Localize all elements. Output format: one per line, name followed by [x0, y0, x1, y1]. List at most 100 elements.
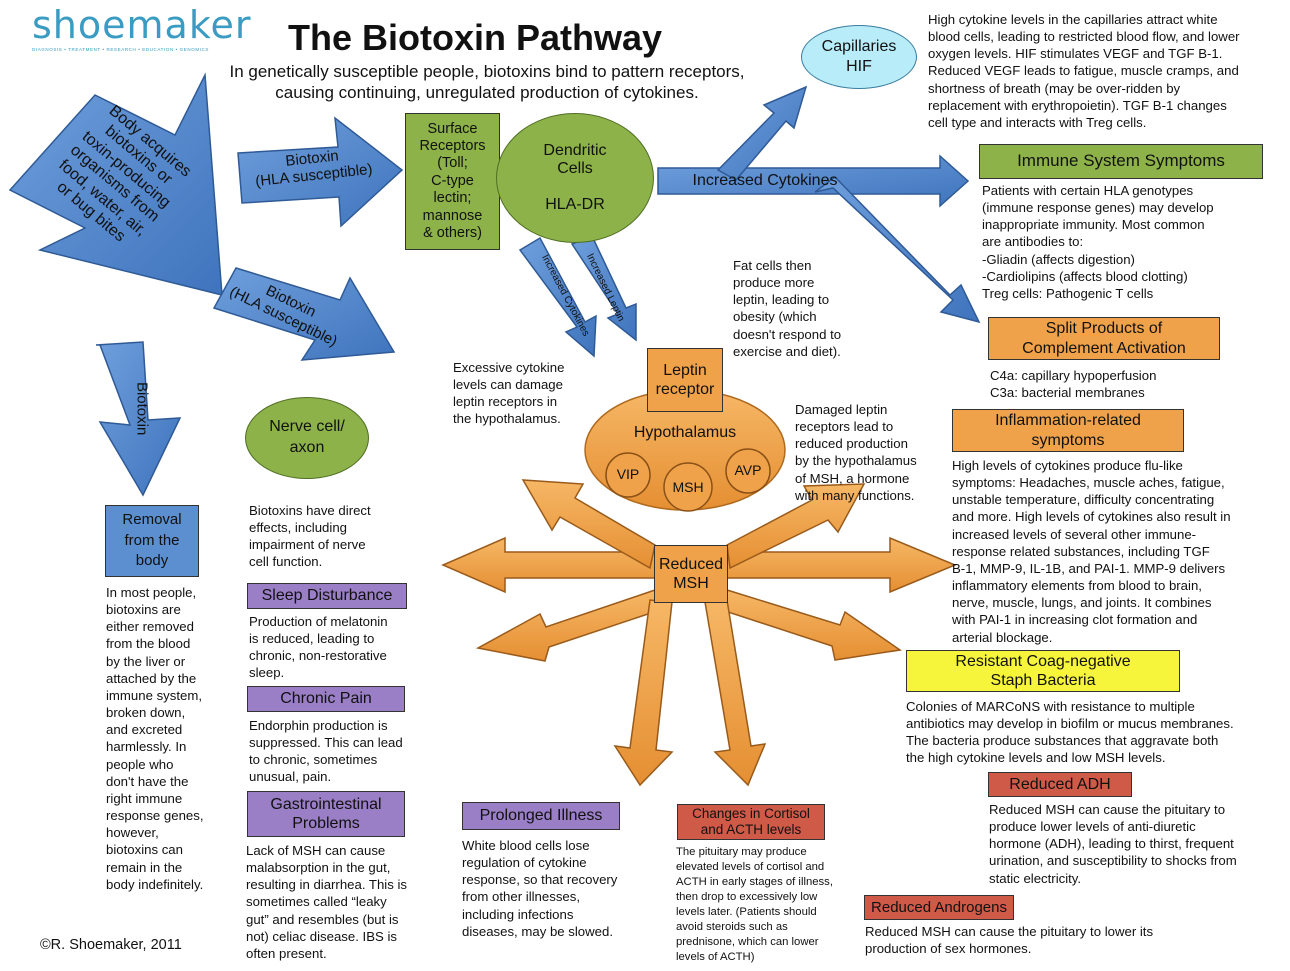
capillaries-arrow: [716, 85, 808, 181]
msh-arrow-lr: [721, 589, 902, 661]
text-line: The pituitary may produce: [676, 846, 807, 858]
subtitle-line-1: In genetically susceptible people, bioto…: [229, 62, 745, 81]
text-line: diseases, may be slowed.: [462, 923, 613, 939]
small-arrow-leptin: [570, 235, 637, 342]
text-line: exercise and diet).: [733, 343, 841, 359]
text-line: symptoms: Headaches, muscle aches, fatig…: [952, 475, 1225, 491]
msh-arrow-dr: [704, 599, 767, 787]
biotoxin-arrow-2: [212, 267, 396, 361]
removal-line: body: [135, 552, 169, 570]
acquire-arrow: [8, 72, 223, 296]
text-line: antibiotics may develop in biofilm or mu…: [906, 716, 1234, 732]
text-line: hormone (ADH), leading to thirst, freque…: [989, 836, 1234, 852]
text-line: prednisone, which can lower: [676, 936, 819, 949]
text-line: In most people,: [106, 585, 197, 600]
androgens-text: Reduced MSH can cause the pituitary to l…: [865, 923, 1153, 957]
reduced-label: Reduced: [658, 555, 724, 573]
pain-text: Endorphin production is suppressed. This…: [249, 717, 403, 786]
text-line: Reduced MSH can cause the pituitary to l…: [865, 924, 1154, 939]
text-line: gut” and resembles (but is: [246, 911, 399, 927]
text-line: the high cytokine levels and low MSH lev…: [906, 750, 1166, 766]
increased-cytokines-label: Increased Cytokines: [692, 172, 838, 189]
complement-text: C4a: capillary hypoperfusion C3a: bacter…: [990, 367, 1156, 401]
text-line: produce more: [733, 275, 815, 291]
cortisol-text: The pituitary may produce elevated level…: [676, 845, 833, 965]
complement-title-1: Split Products of: [1045, 320, 1163, 338]
complement-title-2: Complement Activation: [1022, 339, 1186, 357]
text-line: response, so that recovery: [462, 872, 618, 888]
receptor-line: C-type: [431, 172, 474, 189]
text-line: ACTH in early stages of illness,: [676, 876, 833, 889]
text-line: elevated levels of cortisol and: [676, 861, 825, 874]
text-line: either removed: [106, 619, 194, 635]
cortisol-title-1: Changes in Cortisol: [692, 805, 810, 821]
dendritic-label-2: Cells: [557, 160, 593, 177]
text-line: levels can damage: [453, 377, 563, 393]
receptor-line: & others): [423, 224, 482, 241]
text-line: biotoxins can: [106, 842, 183, 858]
biotoxin-arrow-down: [95, 341, 182, 497]
subtitle: In genetically susceptible people, bioto…: [222, 62, 752, 103]
marcons-title-1: Resistant Coag-negative: [955, 652, 1131, 670]
inflammation-title: Inflammation-related symptoms: [952, 409, 1184, 452]
text-line: immune system,: [106, 687, 202, 703]
text-line: levels later. (Patients should: [676, 906, 817, 919]
text-line: from other illnesses,: [462, 889, 580, 905]
text-line: static electricity.: [989, 870, 1082, 886]
text-line: and more. High levels of cytokines also …: [952, 509, 1231, 525]
text-line: are antibodies to:: [982, 234, 1084, 250]
text-line: C3a: bacterial membranes: [990, 385, 1145, 401]
biotoxin-arrow-1: [237, 116, 404, 228]
dendritic-sub: HLA-DR: [545, 196, 605, 213]
text-line: The bacteria produce substances that agg…: [906, 733, 1219, 749]
text-line: cell type and interacts with Treg cells.: [928, 114, 1147, 130]
nerve-cell-label: Nerve cell/: [269, 418, 345, 436]
receptor-line: Receptors: [419, 138, 486, 155]
receptor-line: lectin;: [433, 190, 472, 207]
text-line: Reduced VEGF leads to fatigue, muscle cr…: [928, 63, 1239, 79]
text-line: avoid steroids such as: [676, 921, 788, 934]
capillaries-label: Capillaries: [821, 38, 897, 55]
text-line: including infections: [462, 906, 574, 922]
text-line: Endorphin production is: [249, 718, 388, 733]
avp-label: AVP: [734, 462, 762, 478]
sleep-text: Production of melatonin is reduced, lead…: [249, 613, 388, 682]
text-line: harmlessly. In: [106, 739, 187, 755]
text-line: doesn't respond to: [733, 326, 842, 342]
text-line: produce lower levels of anti-diuretic: [989, 819, 1196, 835]
text-line: unusual, pain.: [249, 769, 332, 785]
text-line: right immune: [106, 790, 183, 806]
inflammation-title-1: Inflammation-related: [995, 412, 1141, 430]
text-line: broken down,: [106, 705, 186, 721]
msh-arrow-ur: [726, 483, 866, 570]
text-line: blood cells, leading to restricted blood…: [928, 29, 1240, 45]
text-line: people who: [106, 756, 174, 772]
text-line: by the liver or: [106, 653, 186, 669]
text-line: High levels of cytokines produce flu-lik…: [952, 458, 1183, 473]
marcons-title-2: Staph Bacteria: [990, 672, 1096, 689]
text-line: Patients with certain HLA genotypes: [982, 183, 1194, 198]
text-line: not) celiac disease. IBS is: [246, 928, 397, 944]
small-arrow-cytokines: [518, 236, 597, 358]
hif-label: HIF: [846, 58, 872, 75]
text-line: Damaged leptin: [795, 402, 888, 417]
inflammation-text: High levels of cytokines produce flu-lik…: [952, 457, 1231, 646]
text-line: Lack of MSH can cause: [246, 843, 386, 858]
gi-title-1: Gastrointestinal: [270, 795, 382, 813]
text-line: (immune response genes) may develop: [982, 200, 1214, 216]
text-line: suppressed. This can lead: [249, 735, 403, 751]
text-line: arterial blockage.: [952, 629, 1053, 645]
cortisol-title: Changes in Cortisol and ACTH levels: [677, 804, 825, 840]
text-line: cell function.: [249, 554, 323, 570]
complement-arrow: [814, 176, 981, 324]
vip-circle: [605, 452, 651, 498]
text-line: chronic, non-restorative: [249, 648, 387, 664]
text-line: the hypothalamus.: [453, 411, 561, 427]
removal-line: from the: [124, 531, 180, 549]
gi-title-2: Problems: [292, 815, 360, 832]
text-line: B-1, MMP-9, IL-1B, and PAI-1. MMP-9 deli…: [952, 560, 1226, 576]
vip-label: VIP: [616, 466, 640, 482]
text-line: and excreted: [106, 722, 183, 738]
text-line: attached by the: [106, 670, 197, 686]
